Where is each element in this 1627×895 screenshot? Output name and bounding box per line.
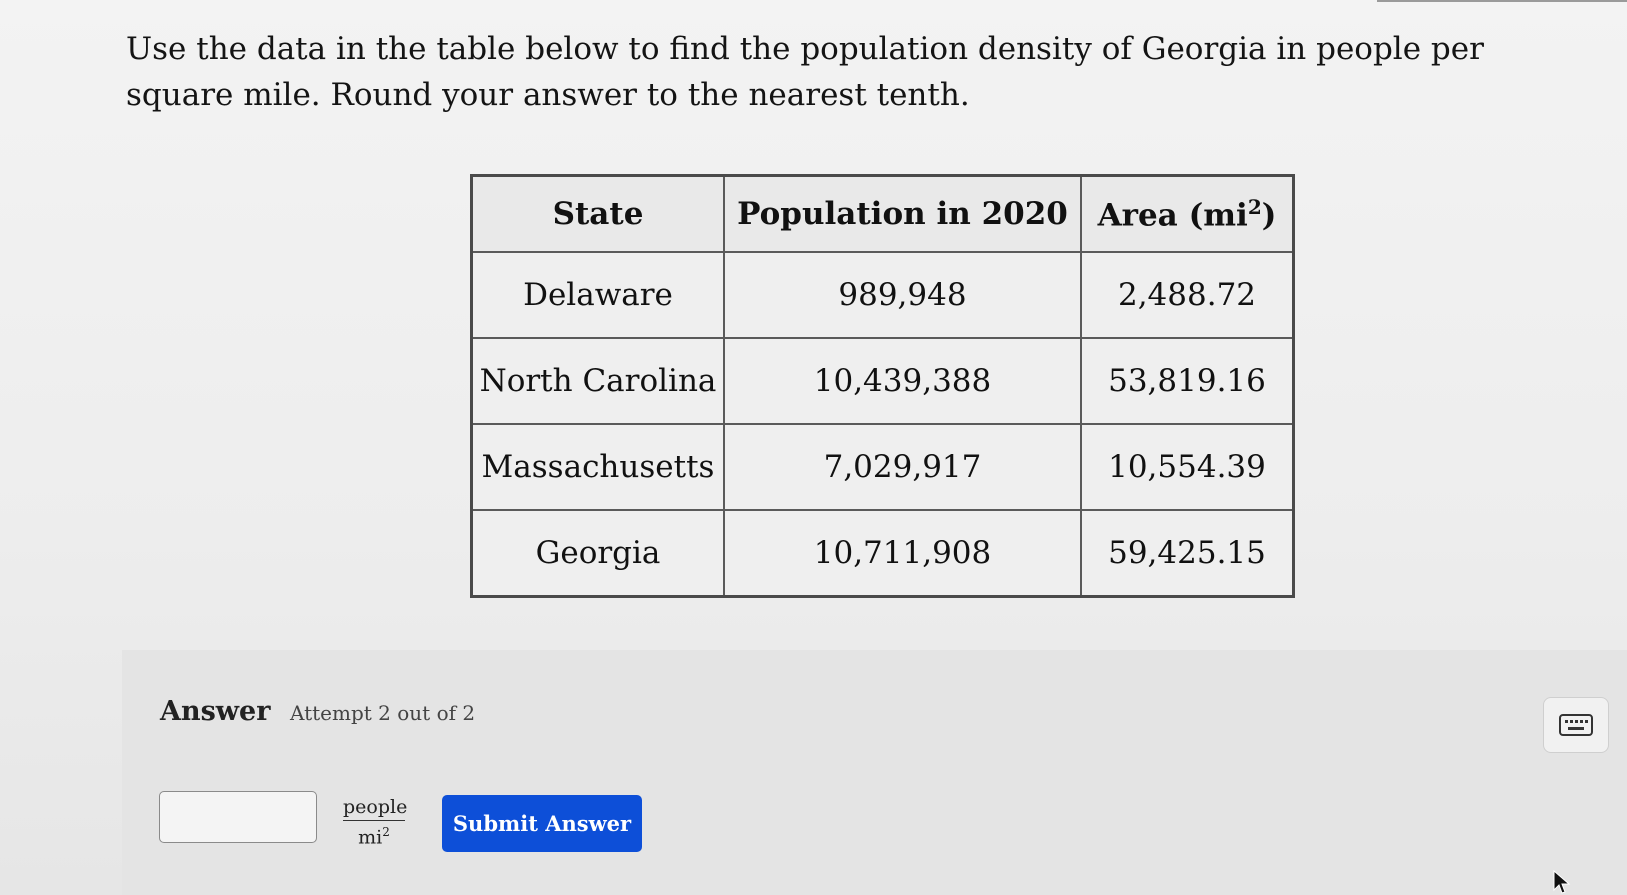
mouse-cursor-icon: [1553, 870, 1571, 894]
unit-denominator-base: mi: [358, 826, 383, 849]
keyboard-icon: [1559, 714, 1593, 736]
cell-state: Georgia: [470, 509, 725, 598]
header-population: Population in 2020: [723, 174, 1082, 253]
cell-population: 10,711,908: [723, 509, 1082, 598]
cell-population: 7,029,917: [723, 423, 1082, 511]
answer-heading: Answer: [160, 696, 271, 727]
cell-area: 10,554.39: [1080, 423, 1295, 511]
cell-population: 10,439,388: [723, 337, 1082, 425]
header-area-label: Area (mi: [1097, 197, 1248, 234]
table-header-row: State Population in 2020 Area (mi2): [470, 174, 1295, 253]
table-row: Georgia 10,711,908 59,425.15: [470, 509, 1295, 598]
cell-area: 59,425.15: [1080, 509, 1295, 598]
submit-answer-button[interactable]: Submit Answer: [442, 795, 642, 852]
table-row: North Carolina 10,439,388 53,819.16: [470, 337, 1295, 425]
header-state: State: [470, 174, 725, 253]
top-divider: [1377, 0, 1627, 2]
cell-population: 989,948: [723, 251, 1082, 339]
answer-input[interactable]: [159, 791, 317, 843]
cell-area: 2,488.72: [1080, 251, 1295, 339]
header-area: Area (mi2): [1080, 174, 1295, 253]
question-text: Use the data in the table below to find …: [126, 31, 1484, 113]
table-row: Delaware 989,948 2,488.72: [470, 251, 1295, 339]
cell-state: Delaware: [470, 251, 725, 339]
unit-numerator: people: [343, 796, 407, 821]
unit-fraction: people mi2: [343, 796, 407, 849]
cell-state: North Carolina: [470, 337, 725, 425]
cell-area: 53,819.16: [1080, 337, 1295, 425]
data-table: State Population in 2020 Area (mi2) Dela…: [470, 174, 1295, 598]
unit-denominator-exponent: 2: [382, 825, 390, 839]
cell-state: Massachusetts: [470, 423, 725, 511]
header-area-close: ): [1261, 197, 1277, 234]
answer-panel: [122, 650, 1627, 895]
attempt-counter: Attempt 2 out of 2: [290, 701, 476, 725]
header-area-exponent: 2: [1247, 194, 1262, 219]
keyboard-toggle-button[interactable]: [1543, 697, 1609, 753]
table-row: Massachusetts 7,029,917 10,554.39: [470, 423, 1295, 511]
unit-denominator: mi2: [343, 821, 405, 849]
